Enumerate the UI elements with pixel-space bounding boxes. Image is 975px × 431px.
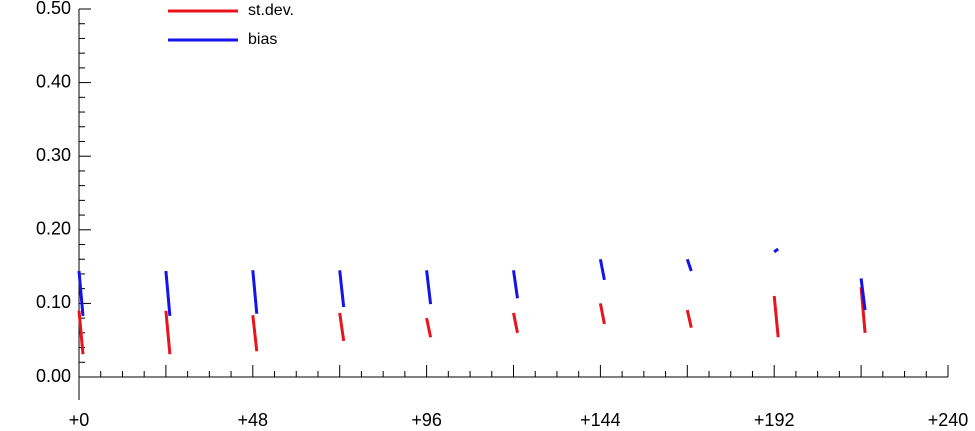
data-line: [772, 295, 780, 338]
data-line: [512, 312, 519, 334]
y-tick-label: 0.30: [36, 145, 71, 165]
y-tick-label: 0.10: [36, 292, 71, 312]
data-line: [425, 317, 433, 338]
x-tick-label: +0: [69, 410, 90, 430]
data-line: [859, 278, 867, 311]
data-line: [338, 312, 346, 342]
data-line: [685, 258, 693, 272]
y-tick-label: 0.20: [36, 219, 71, 239]
x-tick-label: +192: [754, 410, 795, 430]
data-line: [512, 270, 519, 299]
data-line: [77, 310, 85, 355]
x-tick-label: +240: [928, 410, 969, 430]
data-line: [338, 270, 346, 308]
data-line: [685, 309, 693, 329]
legend-label: bias: [248, 31, 277, 48]
x-tick-label: +48: [238, 410, 269, 430]
data-line: [77, 270, 85, 317]
data-line: [598, 303, 606, 325]
y-tick-label: 0.50: [36, 0, 71, 18]
x-tick-label: +96: [411, 410, 442, 430]
data-line: [251, 270, 259, 314]
data-line: [425, 270, 433, 305]
data-line: [164, 270, 172, 317]
x-tick-label: +144: [580, 410, 621, 430]
legend-label: st.dev.: [248, 2, 294, 19]
data-line: [251, 315, 259, 352]
y-tick-label: 0.40: [36, 71, 71, 91]
data-line: [773, 247, 780, 254]
data-line: [598, 258, 606, 281]
data-line: [164, 310, 172, 355]
y-tick-label: 0.00: [36, 366, 71, 386]
